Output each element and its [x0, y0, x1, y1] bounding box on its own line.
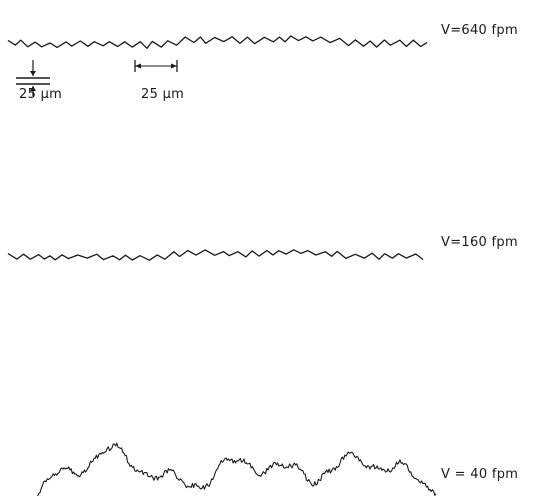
trace-label-40: V = 40 fpm: [441, 467, 519, 482]
profile-trace-640: [7, 35, 428, 49]
vertical-scale-bar: [16, 60, 50, 96]
horizontal-scale-bar: [134, 60, 178, 72]
horizontal-scale-label: 25 µm: [141, 87, 185, 102]
trace-label-160: V=160 fpm: [441, 235, 518, 250]
profile-trace-160: [7, 249, 424, 261]
profile-trace-40: [36, 442, 437, 496]
trace-label-640: V=640 fpm: [441, 23, 518, 38]
vertical-scale-label: 25 µm: [19, 87, 63, 102]
